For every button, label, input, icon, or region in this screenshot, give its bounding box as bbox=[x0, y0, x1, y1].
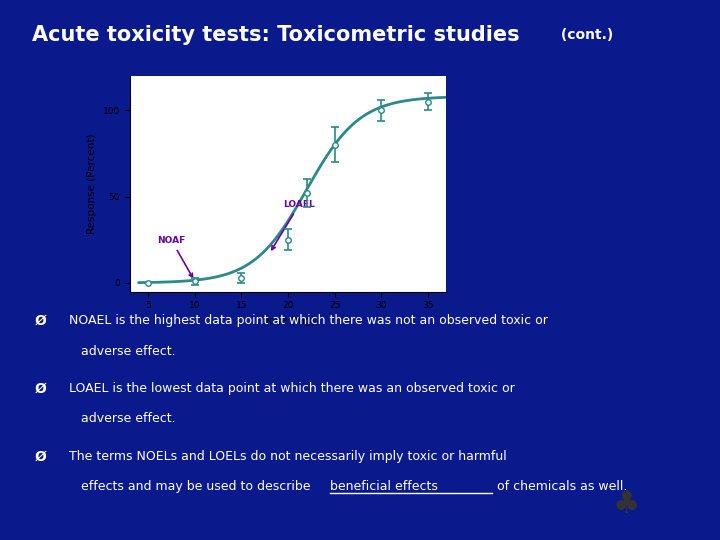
Text: Ø: Ø bbox=[35, 314, 47, 328]
Text: ♣: ♣ bbox=[613, 490, 640, 519]
Text: adverse effect.: adverse effect. bbox=[69, 345, 176, 357]
Text: LOAEL is the lowest data point at which there was an observed toxic or: LOAEL is the lowest data point at which … bbox=[69, 382, 515, 395]
Text: NOAF: NOAF bbox=[158, 236, 192, 277]
Text: adverse effect.: adverse effect. bbox=[69, 413, 176, 426]
Text: effects and may be used to describe: effects and may be used to describe bbox=[69, 481, 315, 494]
Text: (cont.): (cont.) bbox=[557, 28, 613, 42]
Text: beneficial effects: beneficial effects bbox=[330, 481, 438, 494]
Text: NOAEL is the highest data point at which there was not an observed toxic or: NOAEL is the highest data point at which… bbox=[69, 314, 548, 327]
Text: The terms NOELs and LOELs do not necessarily imply toxic or harmful: The terms NOELs and LOELs do not necessa… bbox=[69, 449, 507, 463]
Y-axis label: Response (Percent): Response (Percent) bbox=[87, 133, 97, 234]
Text: of chemicals as well.: of chemicals as well. bbox=[493, 481, 628, 494]
X-axis label: Dose (mg): Dose (mg) bbox=[261, 316, 315, 326]
Text: Acute toxicity tests: Toxicometric studies: Acute toxicity tests: Toxicometric studi… bbox=[32, 25, 519, 45]
Text: Ø: Ø bbox=[35, 382, 47, 396]
Text: LOAEL: LOAEL bbox=[271, 200, 315, 249]
Text: Ø: Ø bbox=[35, 449, 47, 463]
